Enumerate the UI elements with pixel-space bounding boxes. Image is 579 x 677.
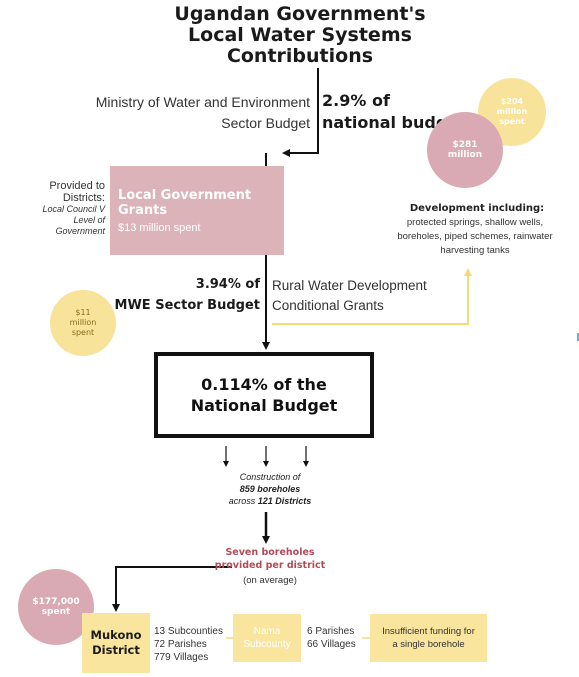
circle-11-million: $11 million spent xyxy=(50,290,116,356)
c204-unit2: spent xyxy=(499,117,525,126)
national-budget-percent: 2.9% of national budget xyxy=(322,90,466,134)
local-government-grants-title: Local Government Grants xyxy=(118,188,278,218)
nama-details: 6 Parishes 66 Villages xyxy=(307,625,356,651)
mwe-sector-percent: 3.94% of MWE Sector Budget xyxy=(100,274,260,316)
nama-line-1: Nama xyxy=(253,626,281,637)
constr-line-1: Construction of xyxy=(239,472,301,482)
nat-line-2: National Budget xyxy=(190,396,338,415)
title-line-1: Ugandan Government's xyxy=(174,3,426,25)
pct-top-line-1: 2.9% of xyxy=(322,91,390,110)
constr-line-3: across 121 Districts xyxy=(190,495,350,507)
nama-line-2: Subcounty xyxy=(243,639,291,650)
local-government-grants-box xyxy=(110,166,284,255)
mukono-line-1: Mukono xyxy=(90,628,142,642)
provided-to-districts: Provided to Districts: Local Council V L… xyxy=(20,180,105,237)
pct-mid-line-1: 3.94% of xyxy=(195,277,260,292)
insufficient-funding-box: Insufficient funding for a single boreho… xyxy=(370,614,487,662)
mukono-district-box: Mukono District xyxy=(82,613,150,673)
construction-text: Construction of 859 boreholes across 121… xyxy=(190,471,350,507)
mukono-details: 13 Subcounties 72 Parishes 779 Villages xyxy=(154,625,223,664)
pct-mid-line-2: MWE Sector Budget xyxy=(114,298,260,313)
ministry-label: Ministry of Water and Environment Sector… xyxy=(40,92,310,134)
seven-line-2: provided per district xyxy=(214,560,326,571)
nama-sub-1: 6 Parishes xyxy=(307,626,355,637)
pct-top-line-2: national budget xyxy=(322,113,466,132)
provided-line-2: Districts: xyxy=(62,192,105,204)
constr-line-3-bold: 121 Districts xyxy=(257,496,312,506)
c204-unit1: million xyxy=(496,107,528,116)
arrow-to-development xyxy=(272,268,472,325)
circle-204-million: $204 million spent xyxy=(478,78,546,146)
provided-italic-3: Government xyxy=(55,226,105,236)
lg-title-line-1: Local Government xyxy=(118,188,252,203)
c177-unit: spent xyxy=(41,607,71,617)
development-title: Development including: xyxy=(409,203,545,214)
ministry-line-2: Sector Budget xyxy=(221,115,310,131)
circle-177000: $177,000 spent xyxy=(18,569,94,645)
title-line-2: Local Water Systems xyxy=(188,24,412,46)
c177-amount: $177,000 xyxy=(32,597,80,607)
c11-amount: $11 xyxy=(75,308,91,317)
rural-line-2: Conditional Grants xyxy=(272,298,384,313)
provided-italic-1: Local Council V xyxy=(42,204,105,214)
c281-unit: million xyxy=(447,150,483,160)
lg-title-line-2: Grants xyxy=(118,203,168,218)
mukono-sub-2: 72 Parishes xyxy=(154,639,207,650)
nama-sub-2: 66 Villages xyxy=(307,639,356,650)
nat-line-1: 0.114% of the xyxy=(201,375,327,394)
mukono-sub-3: 779 Villages xyxy=(154,652,209,663)
dev-line-3: harvesting tanks xyxy=(440,245,510,256)
provided-italic-2: Level of xyxy=(73,215,105,225)
circle-281-million: $281 million xyxy=(427,112,503,188)
title-line-3: Contributions xyxy=(226,45,374,67)
local-government-spent: $13 million spent xyxy=(118,222,201,234)
edge-mark xyxy=(577,333,579,341)
provided-line-1: Provided to xyxy=(49,180,105,192)
insuf-line-2: a single borehole xyxy=(392,639,465,650)
constr-line-2: 859 boreholes xyxy=(239,484,301,494)
c11-unit1: million xyxy=(69,318,97,327)
national-budget-box: 0.114% of the National Budget xyxy=(154,352,374,438)
constr-line-3-pre: across xyxy=(228,496,258,506)
dev-line-2: boreholes, piped schemes, rainwater xyxy=(397,231,553,242)
c281-amount: $281 xyxy=(452,140,478,150)
c11-unit2: spent xyxy=(71,328,95,337)
mukono-sub-1: 13 Subcounties xyxy=(154,626,223,637)
arrow-title-to-ministry xyxy=(282,68,319,157)
dev-line-1: protected springs, shallow wells, xyxy=(406,217,544,228)
rural-water-grants: Rural Water Development Conditional Gran… xyxy=(272,276,427,316)
ministry-line-1: Ministry of Water and Environment xyxy=(95,94,310,110)
seven-boreholes-text: Seven boreholes provided per district xyxy=(190,546,350,572)
development-description: protected springs, shallow wells, boreho… xyxy=(380,216,570,258)
page-title: Ugandan Government's Local Water Systems… xyxy=(150,4,450,67)
arrow-to-mukono xyxy=(112,566,232,612)
c204-amount: $204 xyxy=(500,97,524,106)
seven-line-1: Seven boreholes xyxy=(225,547,315,558)
mukono-line-2: District xyxy=(92,643,140,657)
rural-line-1: Rural Water Development xyxy=(272,278,427,293)
on-average-text: (on average) xyxy=(243,575,297,586)
insuf-line-1: Insufficient funding for xyxy=(382,626,475,637)
nama-subcounty-box: Nama Subcounty xyxy=(233,614,301,662)
